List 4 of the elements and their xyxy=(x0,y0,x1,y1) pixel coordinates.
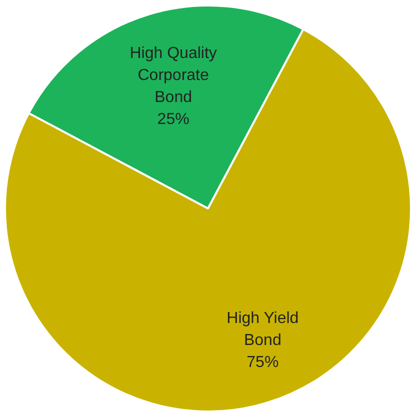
data-label: 75% xyxy=(246,354,279,371)
slice-label: High Yield Bond xyxy=(226,310,299,349)
data-label: 25% xyxy=(157,110,190,128)
slice-label: High Quality Corporate Bond xyxy=(130,44,217,106)
